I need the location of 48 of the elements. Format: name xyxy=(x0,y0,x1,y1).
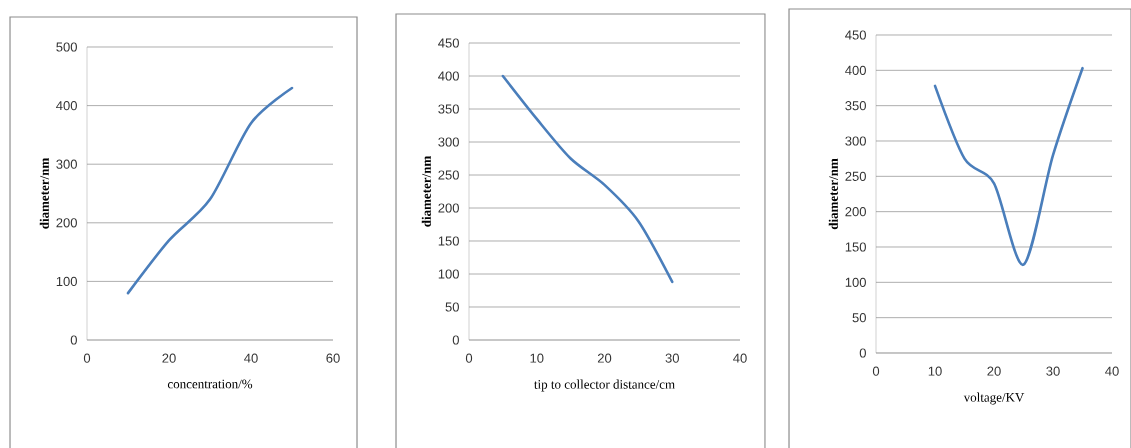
line-series xyxy=(126,86,294,295)
y-tick-label: 250 xyxy=(438,170,459,180)
y-tick-label: 0 xyxy=(452,335,459,345)
x-tick-label: 10 xyxy=(928,366,942,376)
x-axis-title: concentration/% xyxy=(167,379,253,389)
x-tick-label: 0 xyxy=(83,353,91,363)
y-tick-label: 50 xyxy=(852,313,866,323)
x-tick-label: 30 xyxy=(665,353,679,363)
x-tick-label: 60 xyxy=(326,353,340,363)
x-tick-label: 40 xyxy=(733,353,747,363)
y-tick-label: 300 xyxy=(438,137,459,147)
y-tick-label: 200 xyxy=(845,207,866,217)
y-tick-label: 250 xyxy=(845,171,866,181)
x-tick-label: 0 xyxy=(872,366,880,376)
x-tick-label: 20 xyxy=(597,353,612,363)
y-tick-label: 300 xyxy=(56,159,77,169)
y-tick-label: 400 xyxy=(845,65,866,75)
y-axis-title: diameter/nm xyxy=(828,158,838,230)
line-series xyxy=(933,66,1084,266)
y-axis-title: diameter/nm xyxy=(421,155,431,227)
x-tick-label: 20 xyxy=(987,366,1001,376)
y-tick-label: 100 xyxy=(56,276,77,286)
y-tick-label: 500 xyxy=(56,42,77,52)
y-tick-label: 100 xyxy=(845,277,866,287)
y-tick-label: 300 xyxy=(845,136,866,146)
y-tick-label: 400 xyxy=(438,71,459,81)
x-axis-title: tip to collector distance/cm xyxy=(534,379,675,392)
y-tick-label: 0 xyxy=(70,335,77,345)
y-tick-label: 50 xyxy=(445,302,459,312)
y-tick-label: 450 xyxy=(438,38,459,48)
y-tick-label: 200 xyxy=(56,218,77,228)
y-tick-label: 150 xyxy=(845,242,866,252)
x-tick-label: 30 xyxy=(1046,366,1060,376)
y-tick-label: 350 xyxy=(845,101,866,111)
x-tick-label: 10 xyxy=(530,353,544,363)
x-tick-label: 20 xyxy=(162,353,176,363)
x-axis-title: voltage/KV xyxy=(963,392,1025,405)
x-tick-label: 40 xyxy=(1105,366,1119,376)
x-tick-label: 0 xyxy=(465,353,473,363)
y-tick-label: 350 xyxy=(438,104,459,114)
x-tick-label: 40 xyxy=(244,353,258,363)
y-tick-label: 200 xyxy=(438,203,459,213)
y-axis-title: diameter/nm xyxy=(39,157,49,229)
y-tick-label: 150 xyxy=(438,236,459,246)
y-tick-label: 400 xyxy=(56,100,77,111)
line-series xyxy=(501,74,674,284)
y-tick-label: 450 xyxy=(845,30,866,40)
y-tick-label: 100 xyxy=(438,269,459,279)
